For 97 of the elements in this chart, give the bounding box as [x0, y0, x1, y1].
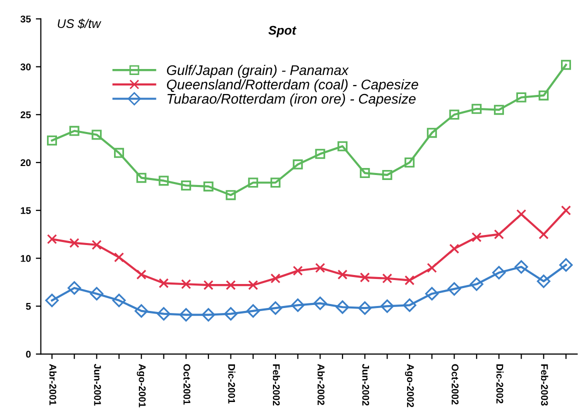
point: [560, 205, 571, 216]
point: [268, 301, 282, 315]
point: [90, 286, 104, 300]
point: [336, 300, 350, 314]
legend-label: Tubarao/Rotterdam (iron ore) - Capesize: [168, 94, 416, 106]
point: [404, 158, 415, 168]
x-tick-label: Oct-2002: [452, 364, 459, 404]
point: [315, 262, 326, 273]
point: [157, 307, 170, 321]
point: [538, 229, 549, 240]
point: [494, 104, 504, 115]
point: [248, 280, 258, 290]
point: [291, 298, 305, 312]
point: [46, 135, 57, 146]
y-tick-label: 15: [20, 207, 31, 214]
point: [449, 110, 460, 120]
point: [360, 168, 370, 178]
point: [360, 272, 370, 282]
point: [313, 296, 327, 310]
y-tick-label: 5: [26, 303, 31, 310]
point: [136, 172, 146, 183]
point: [516, 209, 526, 220]
point: [516, 92, 526, 102]
point: [112, 294, 126, 308]
x-tick-label: Jun-2001: [94, 364, 101, 406]
point: [270, 273, 280, 284]
point: [470, 277, 484, 291]
point: [514, 260, 528, 274]
x-tick-label: Oct-2001: [183, 364, 190, 405]
point: [246, 304, 260, 318]
point: [181, 279, 192, 290]
point: [69, 126, 80, 136]
point: [560, 60, 571, 70]
legend-label: Gulf/Japan (grain) - Panamax: [166, 64, 349, 78]
point: [270, 178, 280, 188]
x-tick-label: Feb-2002: [272, 364, 280, 406]
point: [69, 238, 80, 248]
point: [402, 298, 416, 312]
point: [179, 308, 193, 322]
y-tick-label: 20: [20, 159, 31, 166]
point: [382, 273, 392, 284]
y-axis-title: US $/tw: [58, 18, 102, 29]
x-tick-label: Ago-2001: [136, 364, 146, 408]
legend-label: Queensland/Rotterdam (coal) - Capesize: [166, 79, 418, 92]
x-tick-label: Dic-2002: [496, 364, 504, 404]
point: [494, 229, 504, 240]
point: [338, 141, 348, 152]
point: [426, 128, 437, 138]
point: [203, 181, 214, 192]
point: [449, 244, 460, 254]
point: [472, 104, 482, 114]
y-tick-label: 30: [20, 63, 31, 70]
point: [248, 178, 258, 188]
point: [134, 304, 148, 318]
point: [559, 258, 573, 272]
point: [472, 232, 482, 242]
y-tick-label: 10: [20, 255, 31, 262]
point: [114, 148, 124, 158]
point: [382, 170, 392, 180]
point: [338, 270, 348, 280]
point: [92, 130, 102, 140]
x-tick-label: Ago-2002: [405, 364, 414, 408]
y-tick-label: 25: [20, 111, 31, 118]
point: [158, 278, 169, 288]
point: [114, 252, 124, 262]
point: [68, 281, 82, 295]
point: [292, 266, 303, 276]
point: [181, 180, 192, 190]
y-tick-label: 35: [20, 16, 31, 22]
point: [202, 308, 216, 322]
point: [158, 176, 169, 186]
x-tick-label: Abr-2002: [318, 364, 325, 405]
point: [226, 280, 236, 290]
point: [224, 307, 238, 321]
point: [536, 274, 550, 288]
point: [425, 286, 439, 300]
x-tick-label: Feb-2003: [541, 364, 548, 406]
x-tick-label: Abr-2001: [49, 364, 57, 406]
point: [380, 299, 394, 313]
point: [426, 262, 437, 273]
point: [358, 301, 372, 315]
x-tick-label: Jun-2002: [362, 364, 370, 406]
point: [404, 275, 415, 286]
point: [203, 280, 214, 290]
point: [136, 270, 146, 280]
point: [292, 159, 303, 170]
text: Spot: [268, 26, 296, 38]
y-tick-label: 0: [26, 350, 31, 358]
point: [448, 282, 461, 296]
x-tick-label: Dic-2001: [228, 364, 236, 404]
point: [492, 266, 506, 280]
point: [92, 240, 102, 250]
point: [315, 148, 326, 159]
point: [46, 234, 57, 244]
point: [538, 90, 549, 100]
point: [45, 294, 59, 308]
point: [226, 190, 236, 200]
